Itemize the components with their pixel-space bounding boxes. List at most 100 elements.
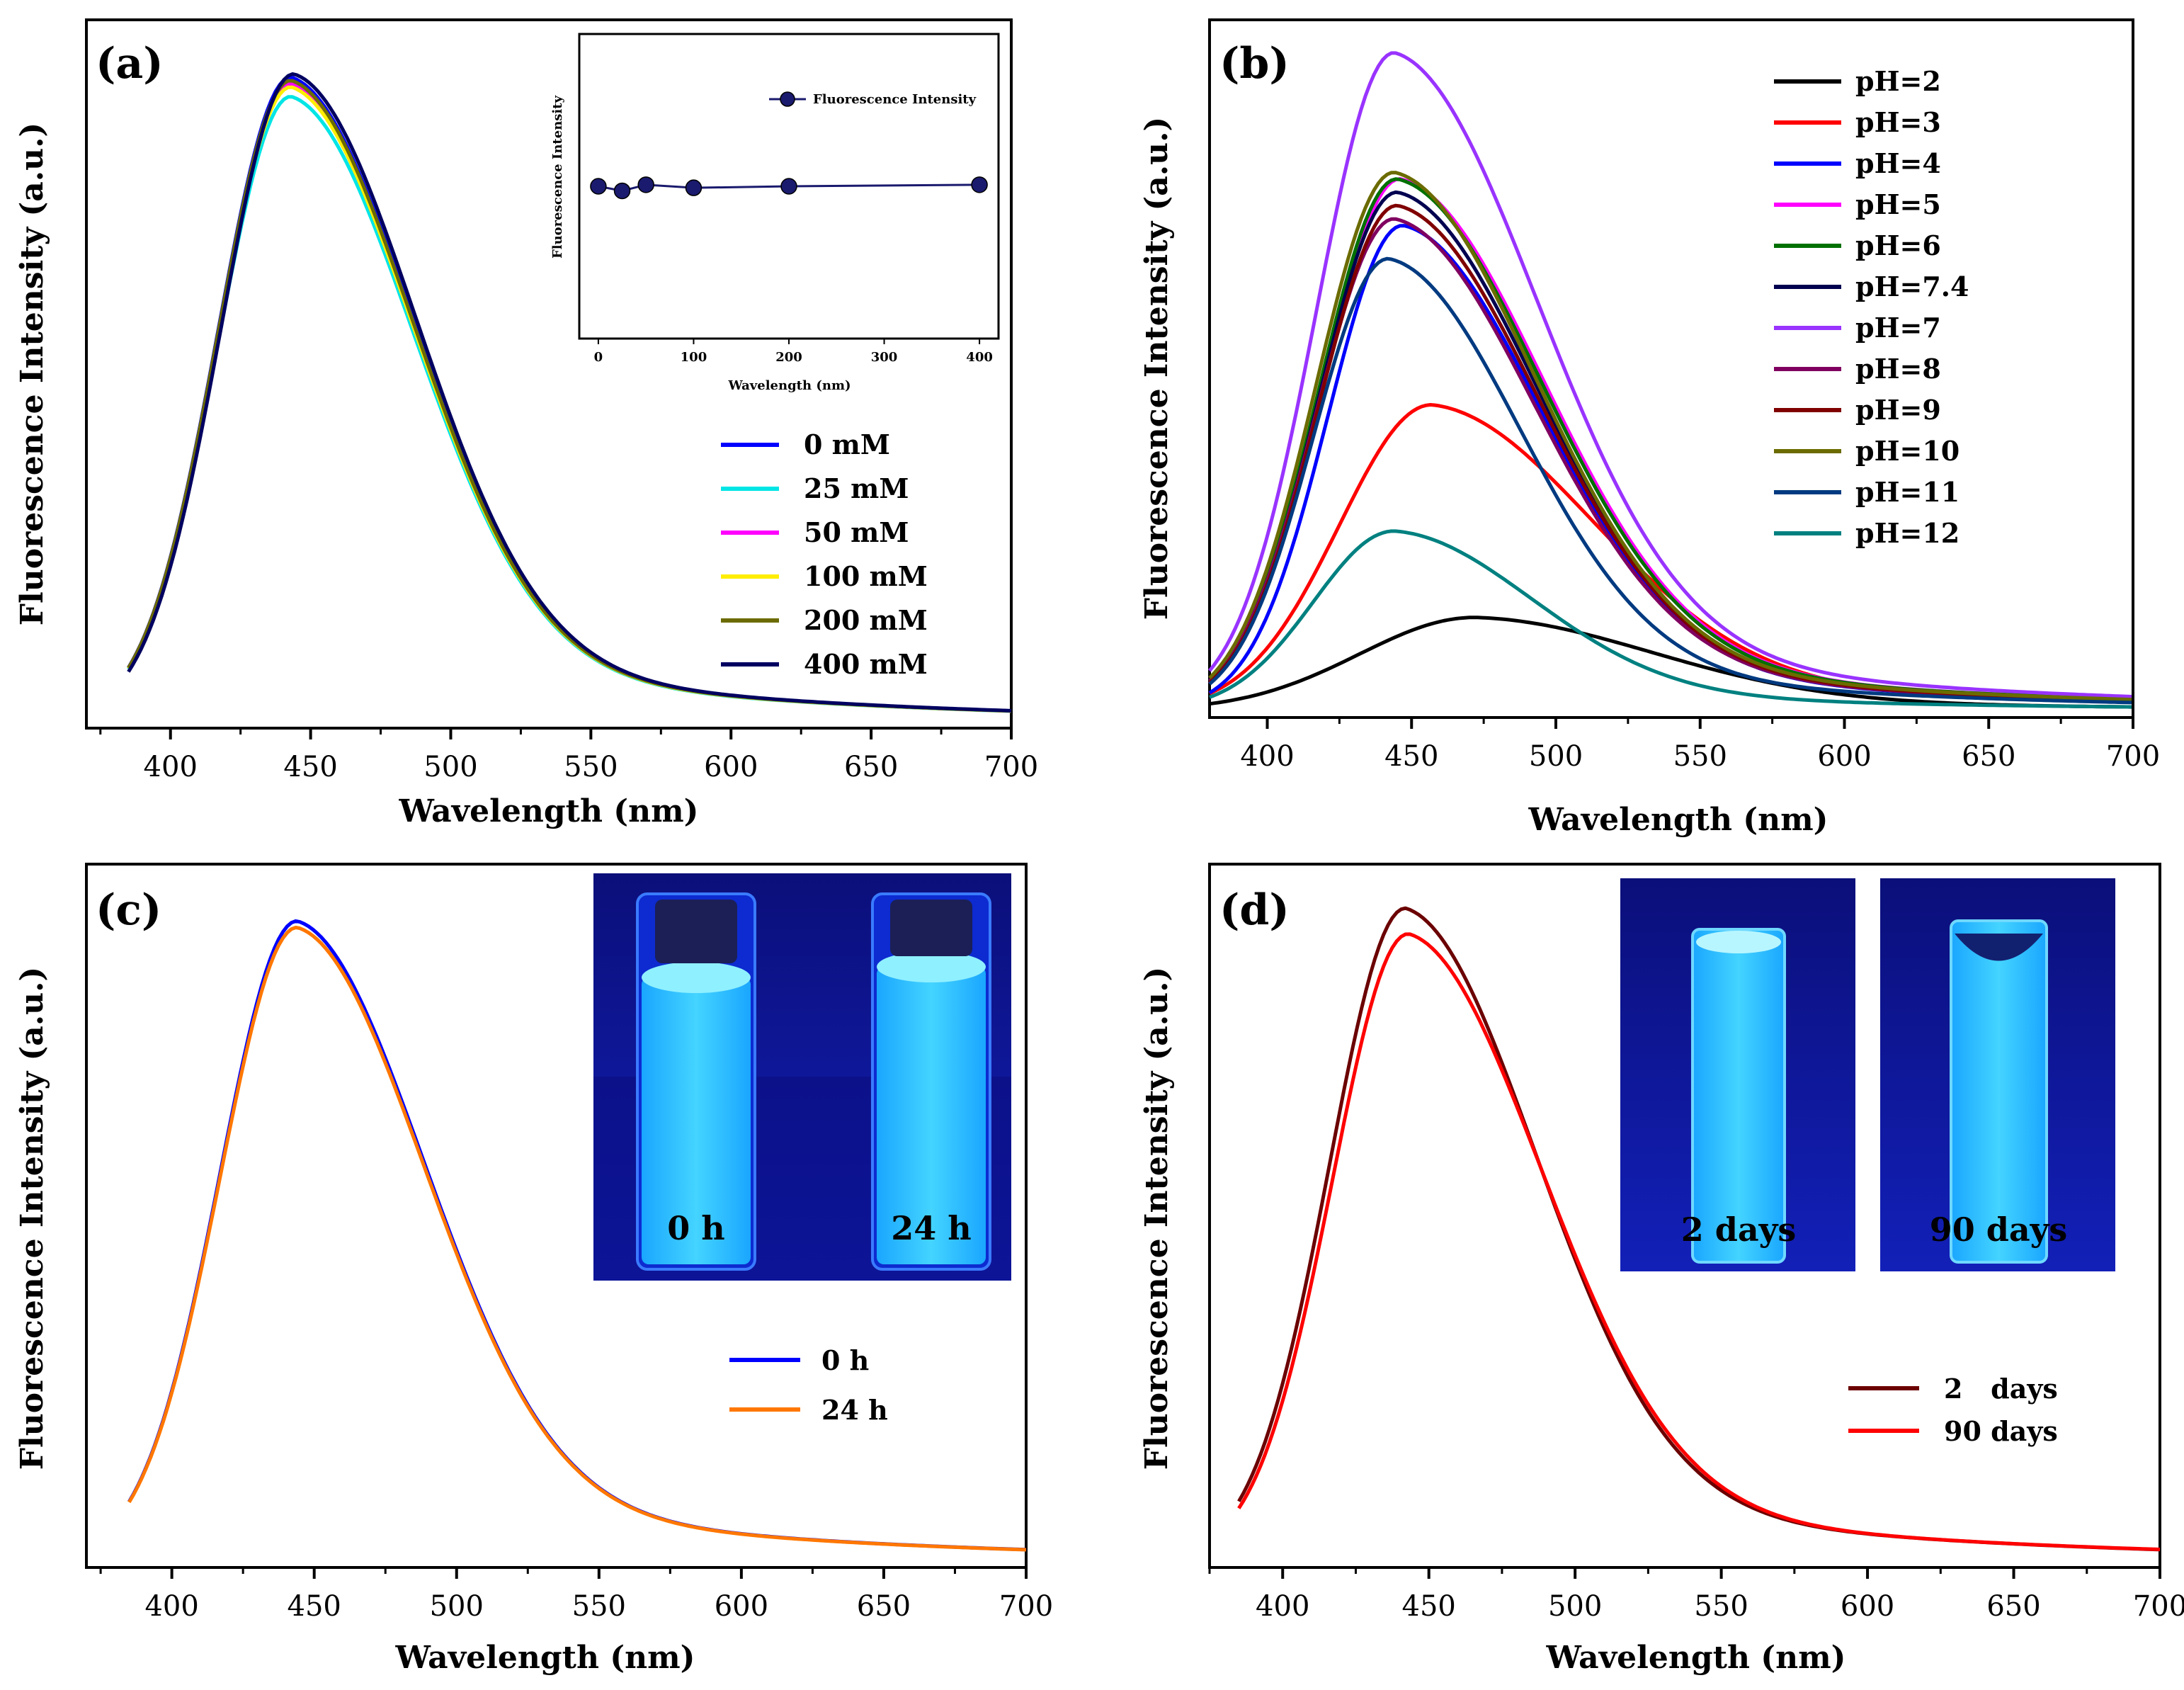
panel-d-frame — [1208, 863, 2161, 1569]
panel-d-legend: 2 days 90 days — [1848, 1373, 2058, 1447]
x-tick-label: 550 — [1694, 1590, 1748, 1623]
legend-label: pH=7 — [1855, 312, 1941, 344]
x-tick-label: 600 — [704, 751, 758, 783]
panel-d-photo: 2 days 90 days — [1620, 878, 2115, 1271]
panel-d-x-ticks: 400 450 500 550 600 650 700 — [1208, 1567, 2184, 1623]
panel-b-xlabel: Wavelength (nm) — [1528, 802, 1828, 838]
x-tick-label: 650 — [857, 1590, 911, 1623]
x-tick-label: 450 — [1402, 1590, 1456, 1623]
panel-c-photo: 0 h 24 h — [593, 873, 1011, 1281]
vial: 0 h — [636, 892, 756, 1271]
x-tick-label: 600 — [1817, 740, 1871, 773]
legend-label: pH=6 — [1855, 229, 1941, 261]
series-line — [127, 926, 1027, 1552]
vial-label: 0 h — [667, 1209, 724, 1247]
panel-a-xlabel: Wavelength (nm) — [399, 793, 699, 829]
panel-c-lines — [127, 919, 1027, 1552]
panel-d-xlabel: Wavelength (nm) — [1546, 1640, 1846, 1676]
legend-label: 24 h — [821, 1394, 888, 1426]
panel-a-label: (a) — [96, 39, 164, 89]
x-tick-label: 600 — [1841, 1590, 1894, 1623]
panel-a-ylabel: Fluorescence Intensity (a.u.) — [14, 123, 50, 625]
panel-c-label: (c) — [96, 885, 161, 935]
series-line — [1209, 529, 2132, 709]
panel-d: (d) Fluorescence Intensity (a.u.) Wavele… — [1139, 863, 2184, 1676]
legend-label: 0 h — [821, 1344, 869, 1376]
x-tick-label: 700 — [2133, 1590, 2184, 1623]
panel-c-x-ticks: 400 450 500 550 600 650 700 — [99, 1567, 1053, 1623]
panel-a-legend: 0 mM 25 mM 50 mM 100 mM 200 mM 400 mM — [721, 429, 928, 680]
x-tick-label: 650 — [844, 751, 898, 783]
legend-label: pH=7.4 — [1855, 271, 1969, 302]
x-tick-label: 700 — [999, 1590, 1053, 1623]
legend-label: 200 mM — [804, 604, 928, 636]
series-line — [1208, 190, 2132, 702]
x-tick-label: 500 — [1529, 740, 1583, 773]
x-tick-label: 450 — [283, 751, 337, 783]
panel-c-xlabel: Wavelength (nm) — [395, 1640, 695, 1676]
x-tick-label: 500 — [430, 1590, 484, 1623]
legend-label: pH=12 — [1855, 517, 1960, 549]
vial-label: 90 days — [1930, 1210, 2068, 1249]
legend-label: pH=3 — [1855, 106, 1941, 138]
inset-point — [613, 182, 631, 200]
panel-a-frame — [85, 18, 1013, 730]
vial-label: 24 h — [891, 1209, 971, 1247]
panel-a-lines — [127, 72, 1012, 713]
series-line — [1237, 932, 2161, 1551]
series-line — [127, 72, 1012, 713]
panel-b-x-ticks: 400 450 500 550 600 650 700 — [1240, 718, 2160, 773]
x-tick-label: 400 — [144, 1590, 198, 1623]
legend-label: 400 mM — [804, 648, 928, 680]
inset-plot: 0 100 200 300 400 — [590, 176, 993, 365]
inset-point — [971, 176, 988, 193]
panel-b-label: (b) — [1219, 39, 1290, 89]
panel-a: (a) Fluorescence Intensity (a.u.) Wavele… — [14, 18, 1038, 829]
legend-label: pH=8 — [1855, 353, 1941, 385]
series-line — [1208, 51, 2132, 698]
inset-point — [780, 178, 797, 195]
legend-label: 2 days — [1944, 1373, 2058, 1405]
panel-c-ylabel: Fluorescence Intensity (a.u.) — [14, 967, 50, 1470]
inset-x-tick-label: 100 — [681, 350, 707, 365]
legend-label: 90 days — [1944, 1415, 2058, 1447]
panel-d-ylabel: Fluorescence Intensity (a.u.) — [1139, 967, 1175, 1470]
x-tick-label: 400 — [144, 751, 198, 783]
panel-a-inset: Fluorescence Intensity Wavelength (nm) F… — [550, 33, 1000, 393]
inset-point — [685, 179, 703, 196]
inset-point — [590, 178, 607, 195]
legend-marker — [780, 91, 795, 107]
x-tick-label: 550 — [1673, 740, 1727, 773]
legend-label: pH=9 — [1855, 394, 1941, 426]
x-tick-label: 550 — [564, 751, 618, 783]
series-line — [1208, 256, 2132, 705]
x-tick-label: 600 — [715, 1590, 768, 1623]
legend-label: pH=2 — [1855, 65, 1941, 97]
vial-label: 2 days — [1681, 1210, 1797, 1249]
x-tick-label: 400 — [1240, 740, 1294, 773]
x-tick-label: 550 — [572, 1590, 626, 1623]
x-tick-label: 650 — [1986, 1590, 2040, 1623]
series-line — [1208, 171, 2132, 702]
legend-label: pH=11 — [1855, 476, 1960, 508]
panel-c-legend: 0 h 24 h — [729, 1344, 888, 1426]
inset-point — [637, 176, 654, 193]
legend-label: pH=5 — [1855, 188, 1941, 220]
inset-x-tick-label: 200 — [775, 350, 802, 365]
x-tick-label: 700 — [2106, 740, 2160, 773]
panel-b: (b) Fluorescence Intensity (a.u.) Wavele… — [1139, 18, 2160, 838]
x-tick-label: 450 — [1384, 740, 1438, 773]
vial: 24 h — [871, 892, 991, 1271]
vial: 90 days — [1930, 919, 2068, 1264]
legend-label: 100 mM — [804, 560, 928, 592]
inset-x-tick-label: 400 — [966, 350, 993, 365]
x-tick-label: 400 — [1256, 1590, 1309, 1623]
panel-b-frame — [1208, 18, 2134, 719]
panel-d-label: (d) — [1219, 885, 1290, 935]
x-tick-label: 650 — [1962, 740, 2015, 773]
panel-b-ylabel: Fluorescence Intensity (a.u.) — [1139, 117, 1175, 620]
legend-label: pH=4 — [1855, 147, 1941, 179]
x-tick-label: 700 — [984, 751, 1038, 783]
inset-x-tick-label: 0 — [594, 350, 603, 365]
